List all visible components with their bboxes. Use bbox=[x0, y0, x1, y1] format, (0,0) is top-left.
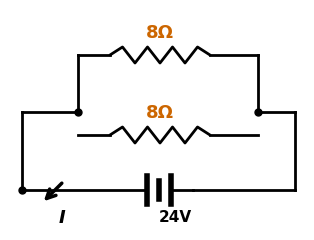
Text: I: I bbox=[59, 209, 65, 227]
Text: 8Ω: 8Ω bbox=[146, 24, 174, 42]
Text: 24V: 24V bbox=[159, 210, 192, 226]
Text: 8Ω: 8Ω bbox=[146, 104, 174, 122]
